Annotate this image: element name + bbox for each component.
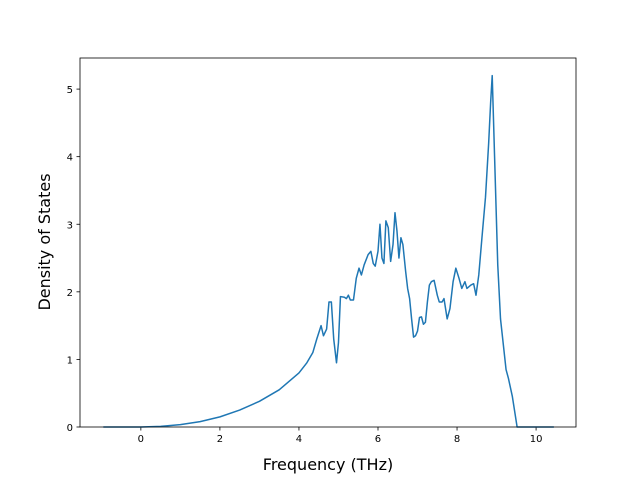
y-axis-label: Density of States	[35, 173, 54, 310]
x-tick-label: 2	[217, 434, 223, 445]
y-tick-label: 0	[67, 423, 73, 434]
x-tick-label: 0	[138, 434, 144, 445]
x-tick-label: 10	[530, 434, 543, 445]
x-axis-label: Frequency (THz)	[263, 455, 393, 474]
y-tick-label: 3	[67, 220, 73, 231]
x-tick-label: 6	[375, 434, 381, 445]
y-tick-label: 2	[67, 288, 73, 299]
plot-frame	[79, 57, 577, 428]
x-tick-label: 4	[296, 434, 302, 445]
y-tick-label: 1	[67, 355, 73, 366]
data-line	[103, 74, 554, 428]
y-tick-label: 5	[67, 85, 73, 96]
x-tick-label: 8	[454, 434, 460, 445]
y-tick-label: 4	[67, 153, 73, 164]
